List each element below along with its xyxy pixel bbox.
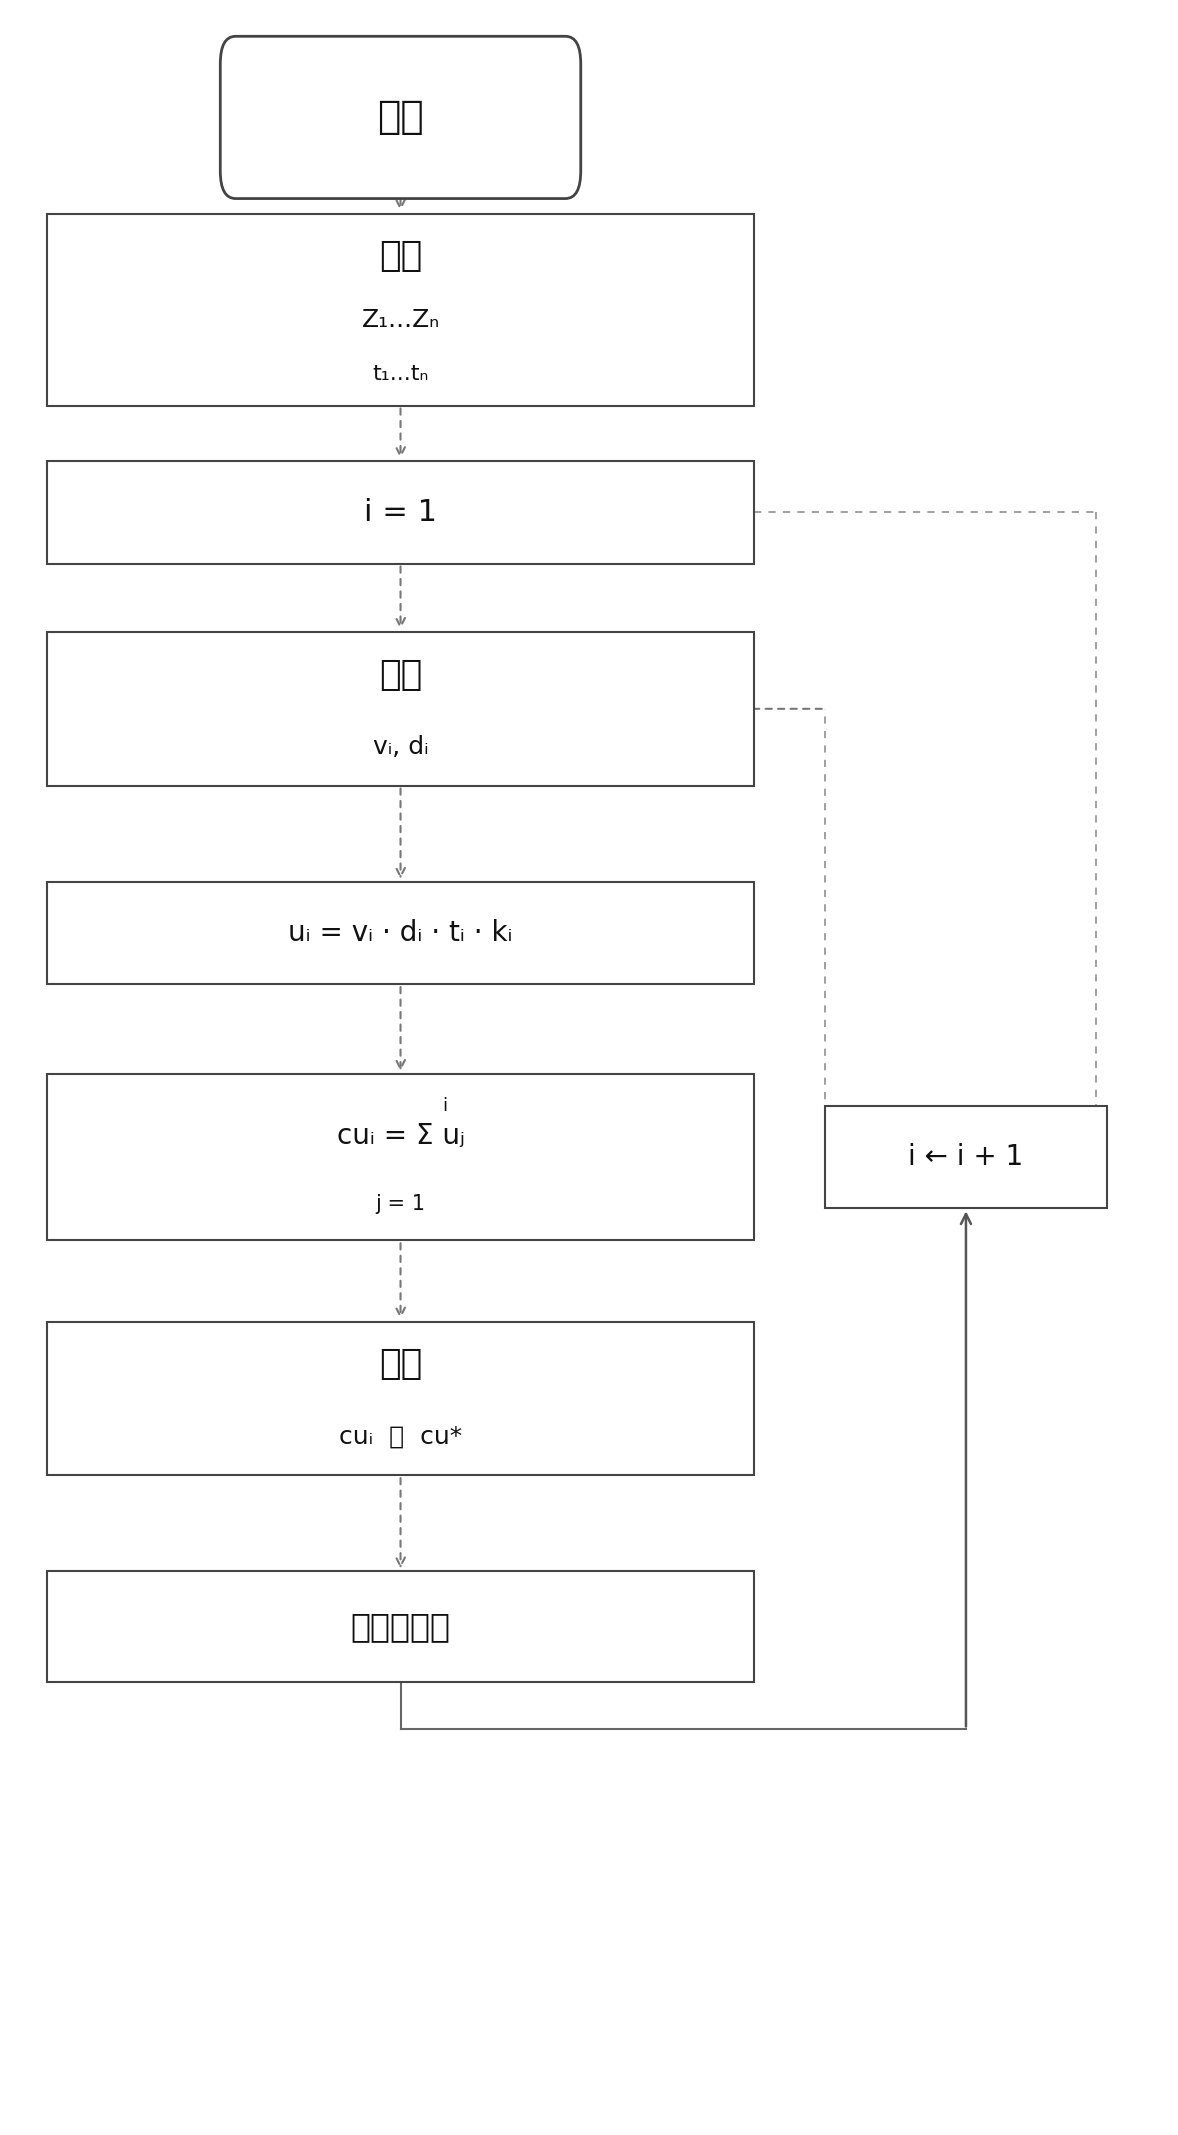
Text: cuᵢ = Σ uⱼ: cuᵢ = Σ uⱼ [337,1121,464,1151]
Text: 确定: 确定 [379,658,422,692]
Text: cuᵢ  与  cu*: cuᵢ 与 cu* [339,1424,462,1450]
Text: i: i [443,1097,448,1114]
FancyBboxPatch shape [47,461,754,564]
Text: 开始: 开始 [377,98,424,137]
FancyBboxPatch shape [47,632,754,786]
Text: j = 1: j = 1 [376,1193,425,1215]
FancyBboxPatch shape [47,1074,754,1240]
Text: t₁...tₙ: t₁...tₙ [372,363,429,384]
FancyBboxPatch shape [47,214,754,406]
Text: i = 1: i = 1 [364,497,437,527]
FancyBboxPatch shape [47,882,754,984]
Text: 定义: 定义 [379,239,422,273]
Text: Z₁...Zₙ: Z₁...Zₙ [362,307,439,333]
FancyBboxPatch shape [47,1571,754,1682]
FancyBboxPatch shape [825,1106,1107,1208]
Text: uᵢ = vᵢ · dᵢ · tᵢ · kᵢ: uᵢ = vᵢ · dᵢ · tᵢ · kᵢ [289,918,512,948]
Text: i ← i + 1: i ← i + 1 [908,1142,1024,1172]
FancyBboxPatch shape [220,36,581,199]
Text: 比较: 比较 [379,1347,422,1381]
Text: 使结果可用: 使结果可用 [351,1610,450,1644]
Text: vᵢ, dᵢ: vᵢ, dᵢ [372,734,429,760]
FancyBboxPatch shape [47,1322,754,1475]
